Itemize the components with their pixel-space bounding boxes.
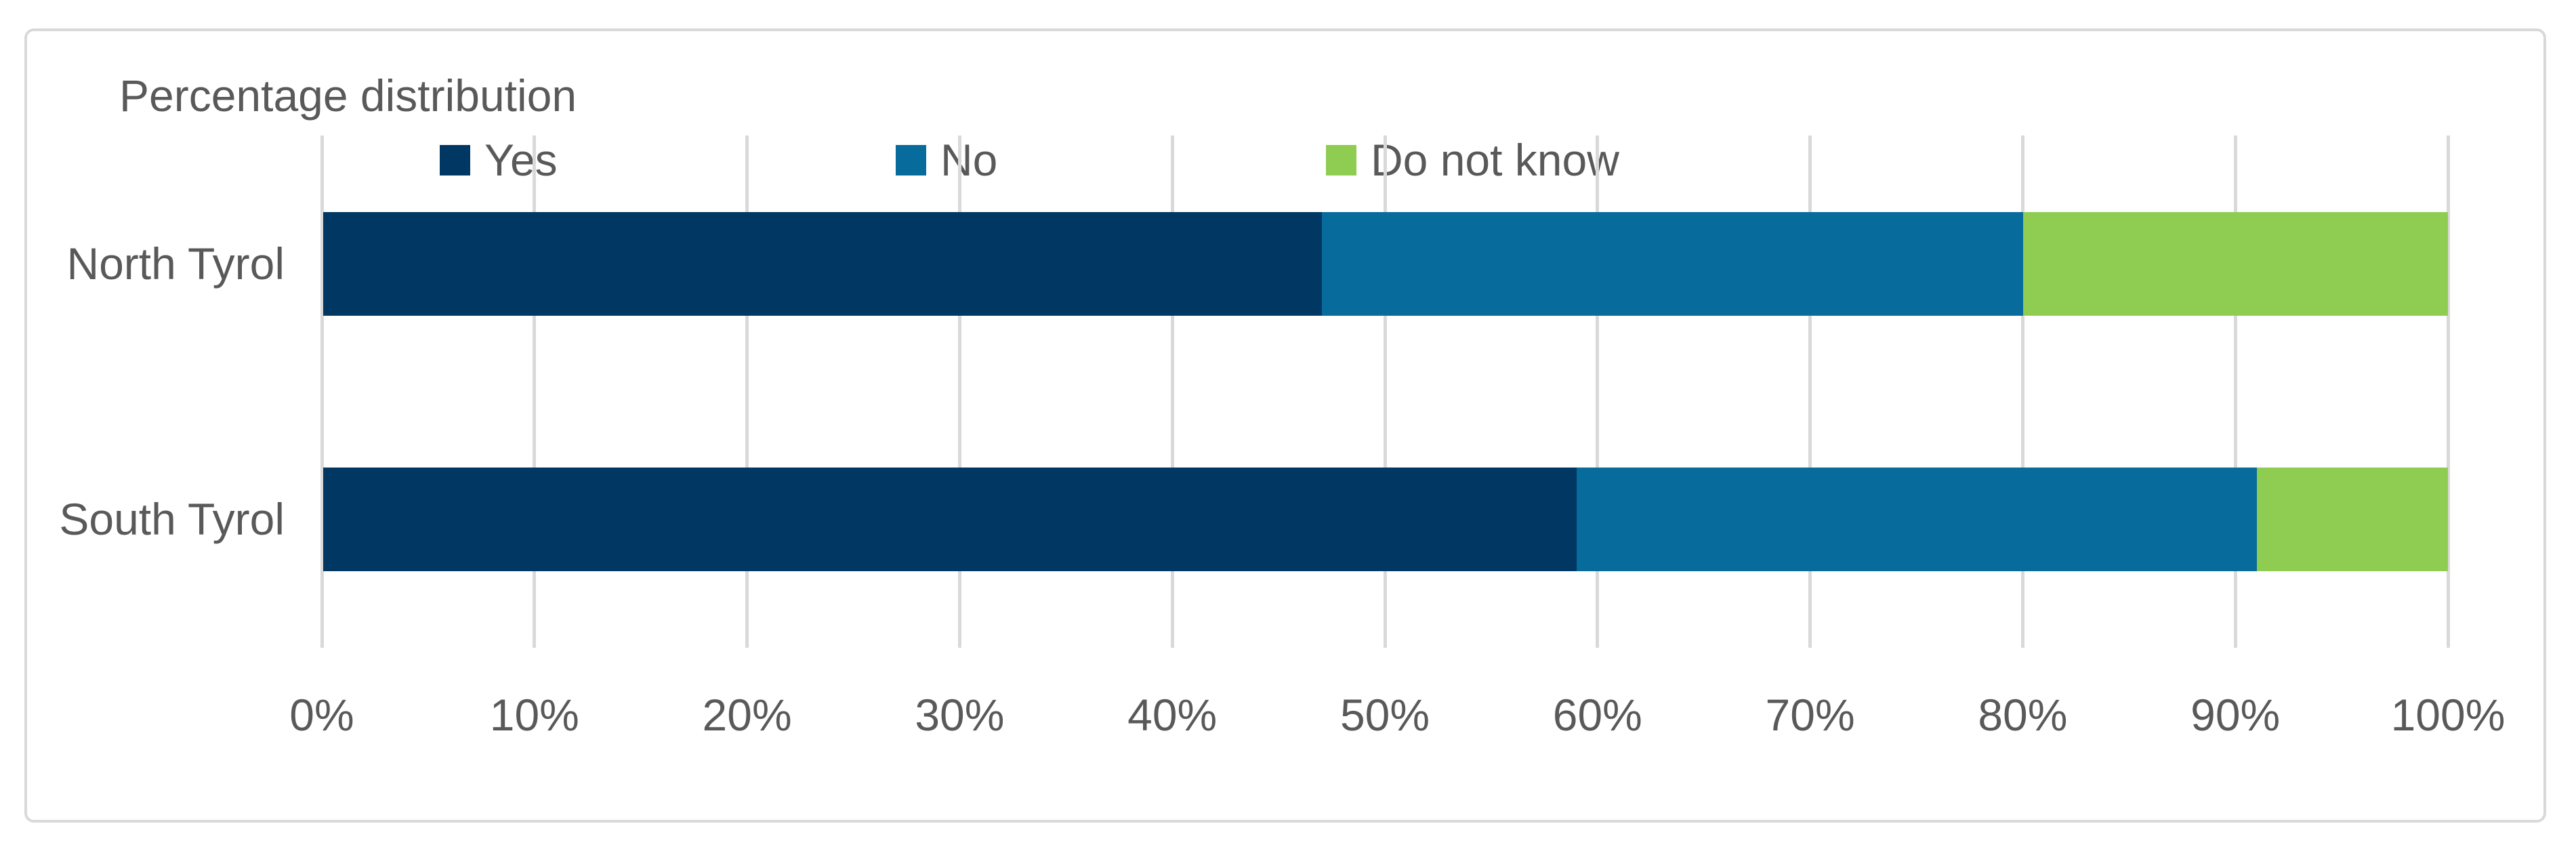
bar-segment-south-tyrol-do-not-know	[2256, 468, 2448, 571]
bar-segment-south-tyrol-no	[1577, 468, 2257, 571]
bar-row-south-tyrol	[323, 468, 2448, 571]
gridline-80-	[2020, 136, 2024, 648]
legend: Yes No Do not know	[0, 135, 2576, 185]
x-tick-label-90-: 90%	[2190, 690, 2281, 740]
x-tick-label-60-: 60%	[1552, 690, 1642, 740]
bar-segment-north-tyrol-yes	[323, 212, 1322, 316]
legend-item-yes: Yes	[440, 135, 558, 185]
legend-item-no: No	[896, 135, 998, 185]
chart-title: Percentage distribution	[119, 70, 577, 121]
legend-label-no: No	[940, 135, 998, 185]
legend-item-do-not-know: Do not know	[1326, 135, 1619, 185]
x-tick-label-10-: 10%	[489, 690, 579, 740]
legend-label-do-not-know: Do not know	[1371, 135, 1619, 185]
category-label-north-tyrol: North Tyrol	[66, 239, 285, 289]
gridline-40-	[1170, 136, 1174, 648]
gridline-10-	[533, 136, 537, 648]
bar-segment-south-tyrol-yes	[323, 468, 1577, 571]
x-tick-label-40-: 40%	[1127, 690, 1218, 740]
gridline-100-	[2446, 136, 2450, 648]
x-tick-label-30-: 30%	[915, 690, 1005, 740]
category-label-south-tyrol: South Tyrol	[59, 494, 285, 544]
legend-swatch-no	[896, 144, 926, 175]
x-tick-label-50-: 50%	[1339, 690, 1430, 740]
gridline-70-	[1808, 136, 1812, 648]
gridline-0-	[320, 136, 324, 648]
gridline-60-	[1596, 136, 1600, 648]
gridline-90-	[2233, 136, 2237, 648]
bar-segment-north-tyrol-no	[1321, 212, 2023, 316]
bar-row-north-tyrol	[323, 212, 2448, 316]
gridline-50-	[1383, 136, 1387, 648]
x-tick-label-20-: 20%	[702, 690, 792, 740]
gridline-30-	[957, 136, 961, 648]
gridline-20-	[745, 136, 749, 648]
bar-segment-north-tyrol-do-not-know	[2022, 212, 2448, 316]
x-tick-label-70-: 70%	[1765, 690, 1855, 740]
legend-swatch-yes	[440, 144, 470, 175]
x-tick-label-0-: 0%	[289, 690, 354, 740]
legend-label-yes: Yes	[484, 135, 558, 185]
legend-swatch-do-not-know	[1326, 144, 1356, 175]
x-tick-label-100-: 100%	[2390, 690, 2506, 740]
x-tick-label-80-: 80%	[1978, 690, 2068, 740]
